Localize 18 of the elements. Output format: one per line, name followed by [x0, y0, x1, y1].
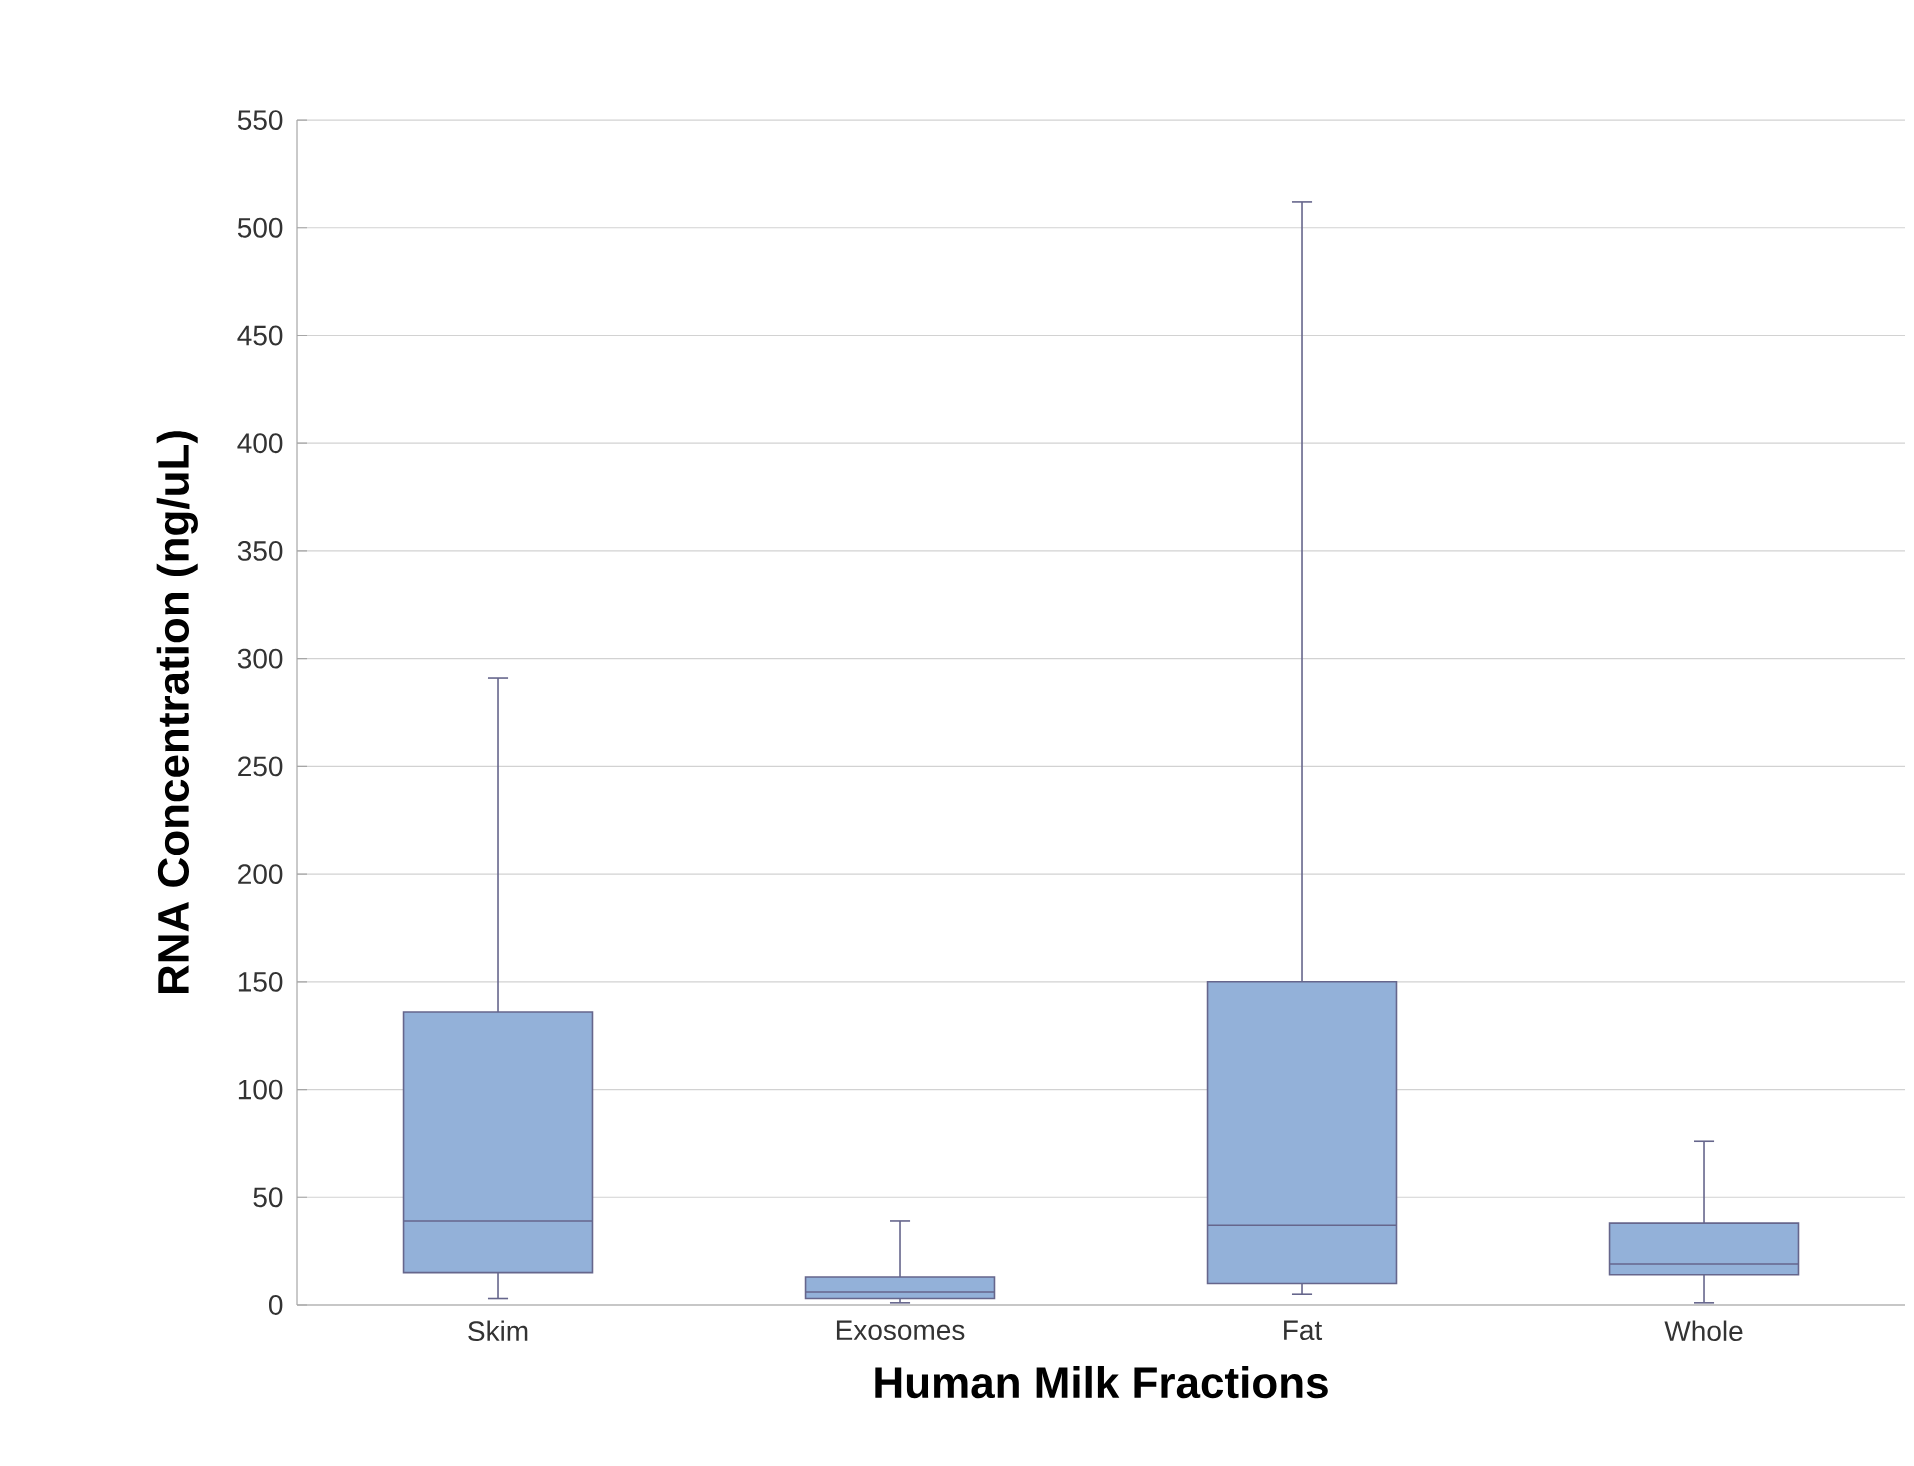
x-tick-label: Exosomes	[836, 1320, 965, 1341]
y-axis-title: RNA Concentration (ng/uL)	[156, 431, 198, 994]
y-tick-label: 200	[238, 864, 283, 885]
y-tick-label: 100	[238, 1079, 283, 1100]
y-tick-label: 50	[253, 1187, 283, 1208]
x-tick-label: Fat	[1284, 1320, 1323, 1341]
y-tick-label: 0	[269, 1295, 283, 1315]
y-tick-label: 250	[238, 756, 283, 777]
x-tick-label: Whole	[1664, 1320, 1743, 1342]
y-tick-label: 350	[237, 541, 283, 561]
y-tick-label: 550	[237, 110, 283, 130]
y-tick-label: 450	[237, 325, 283, 346]
y-tick-label: 150	[238, 971, 283, 992]
y-tick-label: 400	[237, 433, 283, 454]
y-tick-label: 500	[237, 217, 283, 238]
x-tick-label: Skim	[468, 1320, 528, 1342]
x-axis-title: Human Milk Fractions	[875, 1365, 1328, 1399]
y-tick-label: 300	[237, 648, 283, 669]
